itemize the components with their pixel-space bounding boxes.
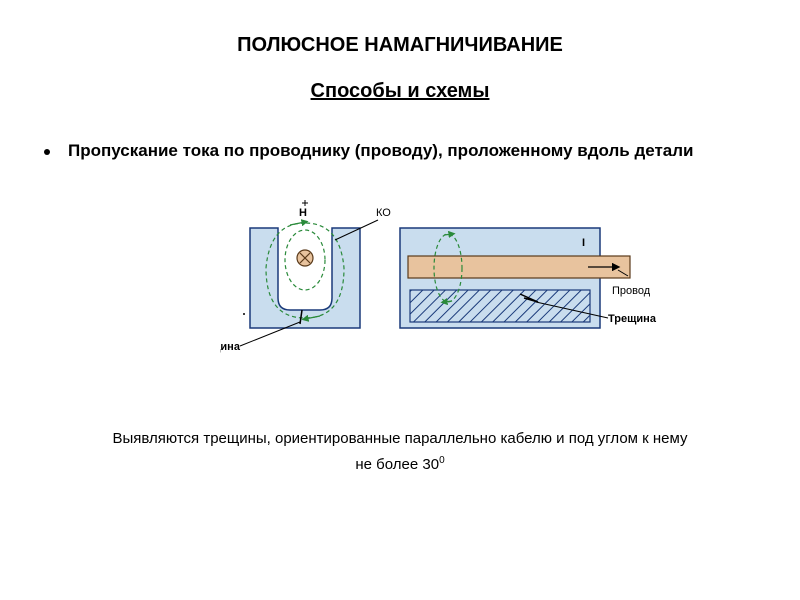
diagram-svg: Н КО Трещина — [220, 198, 660, 358]
label-crack-right: Трещина — [608, 313, 657, 325]
label-ko: КО — [376, 207, 391, 219]
bullet-row: Пропускание тока по проводнику (проводу)… — [44, 140, 740, 163]
label-i: I — [582, 237, 585, 249]
caption-line-1: Выявляются трещины, ориентированные пара… — [0, 430, 800, 447]
left-part: Н КО Трещина — [220, 200, 391, 353]
bullet-text: Пропускание тока по проводнику (проводу)… — [68, 140, 694, 163]
diagram: Н КО Трещина — [220, 198, 660, 358]
caption-degree: 0 — [439, 455, 445, 466]
main-title: ПОЛЮСНОЕ НАМАГНИЧИВАНИЕ — [0, 34, 800, 57]
label-h: Н — [299, 207, 307, 219]
label-wire: Провод — [612, 285, 651, 297]
caption-line-2-text: не более 30 — [355, 456, 439, 473]
caption-line-2: не более 300 — [0, 455, 800, 473]
bullet-marker — [44, 149, 50, 155]
label-crack-left: Трещина — [220, 341, 241, 353]
subtitle: Способы и схемы — [0, 80, 800, 103]
slide: ПОЛЮСНОЕ НАМАГНИЧИВАНИЕ Способы и схемы … — [0, 0, 800, 600]
right-part: I Провод Трещина — [400, 228, 657, 328]
